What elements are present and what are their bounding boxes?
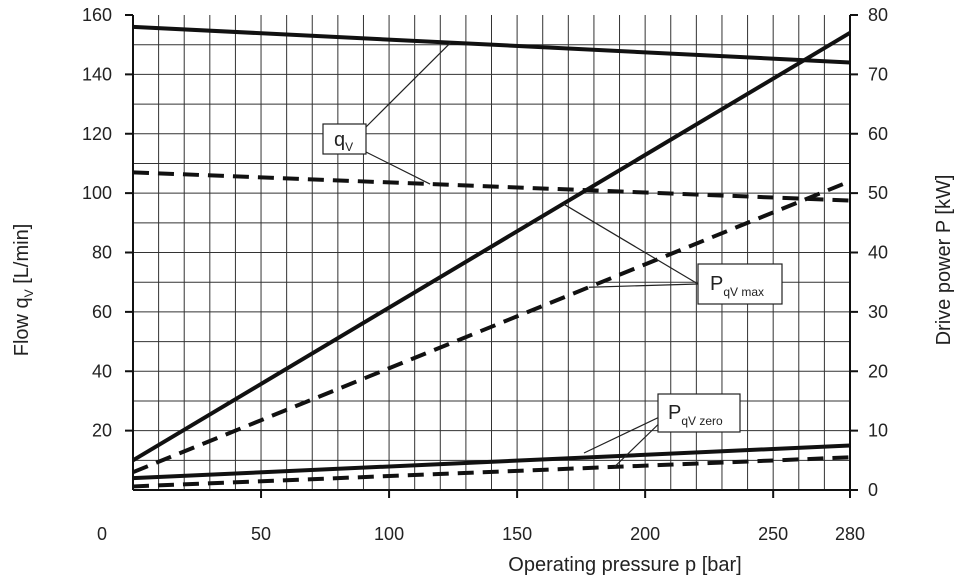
pqv-max-leader-solid: [562, 203, 699, 285]
qv-leader-to-min: [365, 151, 431, 185]
y-right-tick-label: 80: [868, 5, 888, 25]
y-left-tick-label: 160: [82, 5, 112, 25]
pqv-max-label-box: [697, 263, 783, 305]
y-right-tick-label: 20: [868, 361, 888, 381]
y-left-axis-title-main: Flow q: [11, 297, 33, 356]
pqv-max-leader-dashed: [588, 283, 699, 288]
y-left-tick-label: 100: [82, 183, 112, 203]
y-left-tick-label: 120: [82, 124, 112, 144]
y-right-tick-label: 40: [868, 243, 888, 263]
pqv-max-label-text: PqV max: [710, 273, 764, 299]
pqv-max-power-line: [131, 31, 852, 463]
pqv-zero-label-text: PqV zero: [668, 402, 723, 428]
pqv-zero-label-sub: qV zero: [681, 414, 723, 428]
pqv-zero-leader-solid: [583, 410, 673, 454]
x-axis-title: Operating pressure p [bar]: [508, 554, 741, 576]
pqv-zero-label: PqV zero: [657, 393, 741, 433]
y-right-tick-label: 70: [868, 64, 888, 84]
y-left-axis-title-unit: [L/min]: [11, 224, 33, 290]
pqv-max-label-main: P: [710, 273, 723, 295]
qv-label-main: q: [334, 129, 345, 151]
qv-label: qV: [322, 123, 367, 155]
y-right-tick-label: 10: [868, 421, 888, 441]
qv-label-text: qV: [334, 129, 353, 154]
x-tick-label: 0: [97, 524, 107, 544]
x-tick-label: 150: [502, 524, 532, 544]
x-tick-label: 100: [374, 524, 404, 544]
pqv-zero-label-box: [657, 393, 741, 433]
y-left-tick-label: 140: [82, 64, 112, 84]
y-left-tick-label: 20: [92, 421, 112, 441]
qv-label-sub: V: [345, 140, 353, 154]
y-left-axis-title-sub: V: [22, 289, 36, 297]
tick-labels: 0 50 100 150 200 250 280 20 40 60 80 100 120 140 160 0 1…: [82, 5, 888, 544]
qv-min-line: [132, 170, 851, 203]
y-left-tick-label: 80: [92, 243, 112, 263]
annotation-leaders: [365, 42, 699, 468]
axes: [125, 14, 858, 498]
qv-leader-to-max: [365, 42, 451, 128]
y-right-tick-label: 30: [868, 302, 888, 322]
pqv-max-label-sub: qV max: [723, 285, 764, 299]
pqv-zero-label-main: P: [668, 402, 681, 424]
pqv-zero-power-line: [132, 443, 851, 481]
y-right-tick-label: 50: [868, 183, 888, 203]
series-lines: [131, 24, 852, 489]
y-left-axis-title: Flow qV [L/min]: [11, 224, 36, 357]
x-tick-label: 200: [630, 524, 660, 544]
qv-label-box: [322, 123, 367, 155]
pqv-zero-power-dashed-line: [132, 455, 851, 489]
x-tick-label: 50: [251, 524, 271, 544]
y-right-tick-label: 0: [868, 480, 878, 500]
x-tick-label: 280: [835, 524, 865, 544]
x-tick-label: 250: [758, 524, 788, 544]
pqv-max-power-dashed-line: [132, 179, 851, 475]
qv-max-line: [132, 24, 851, 65]
grid: [133, 15, 850, 490]
y-right-axis-title: Drive power P [kW]: [933, 175, 955, 346]
y-right-tick-label: 60: [868, 124, 888, 144]
pqv-max-label: PqV max: [697, 263, 783, 305]
y-left-tick-label: 60: [92, 302, 112, 322]
y-left-tick-label: 40: [92, 361, 112, 381]
